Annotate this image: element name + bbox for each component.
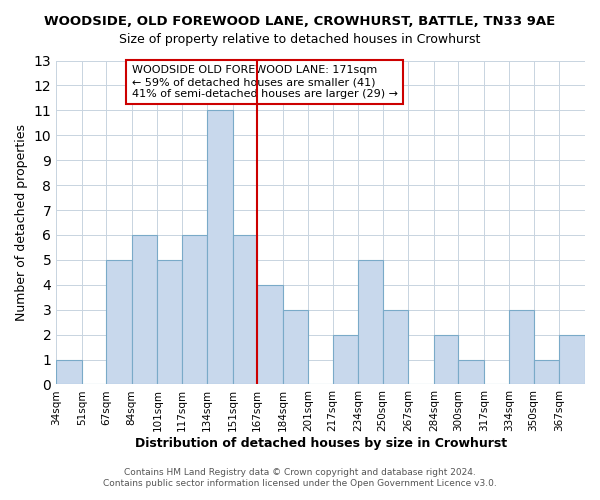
- Bar: [458, 360, 484, 384]
- Text: WOODSIDE, OLD FOREWOOD LANE, CROWHURST, BATTLE, TN33 9AE: WOODSIDE, OLD FOREWOOD LANE, CROWHURST, …: [44, 15, 556, 28]
- Bar: [283, 310, 308, 384]
- Bar: [509, 310, 533, 384]
- Text: Size of property relative to detached houses in Crowhurst: Size of property relative to detached ho…: [119, 32, 481, 46]
- Bar: [182, 235, 207, 384]
- Bar: [132, 235, 157, 384]
- Bar: [434, 334, 458, 384]
- Y-axis label: Number of detached properties: Number of detached properties: [15, 124, 28, 321]
- Bar: [106, 260, 132, 384]
- Bar: [157, 260, 182, 384]
- Bar: [383, 310, 408, 384]
- Bar: [358, 260, 383, 384]
- Bar: [257, 285, 283, 384]
- Text: Contains HM Land Registry data © Crown copyright and database right 2024.
Contai: Contains HM Land Registry data © Crown c…: [103, 468, 497, 487]
- Bar: [332, 334, 358, 384]
- Bar: [233, 235, 257, 384]
- X-axis label: Distribution of detached houses by size in Crowhurst: Distribution of detached houses by size …: [134, 437, 506, 450]
- Text: WOODSIDE OLD FOREWOOD LANE: 171sqm
← 59% of detached houses are smaller (41)
41%: WOODSIDE OLD FOREWOOD LANE: 171sqm ← 59%…: [132, 66, 398, 98]
- Bar: [56, 360, 82, 384]
- Bar: [559, 334, 585, 384]
- Bar: [207, 110, 233, 384]
- Bar: [533, 360, 559, 384]
